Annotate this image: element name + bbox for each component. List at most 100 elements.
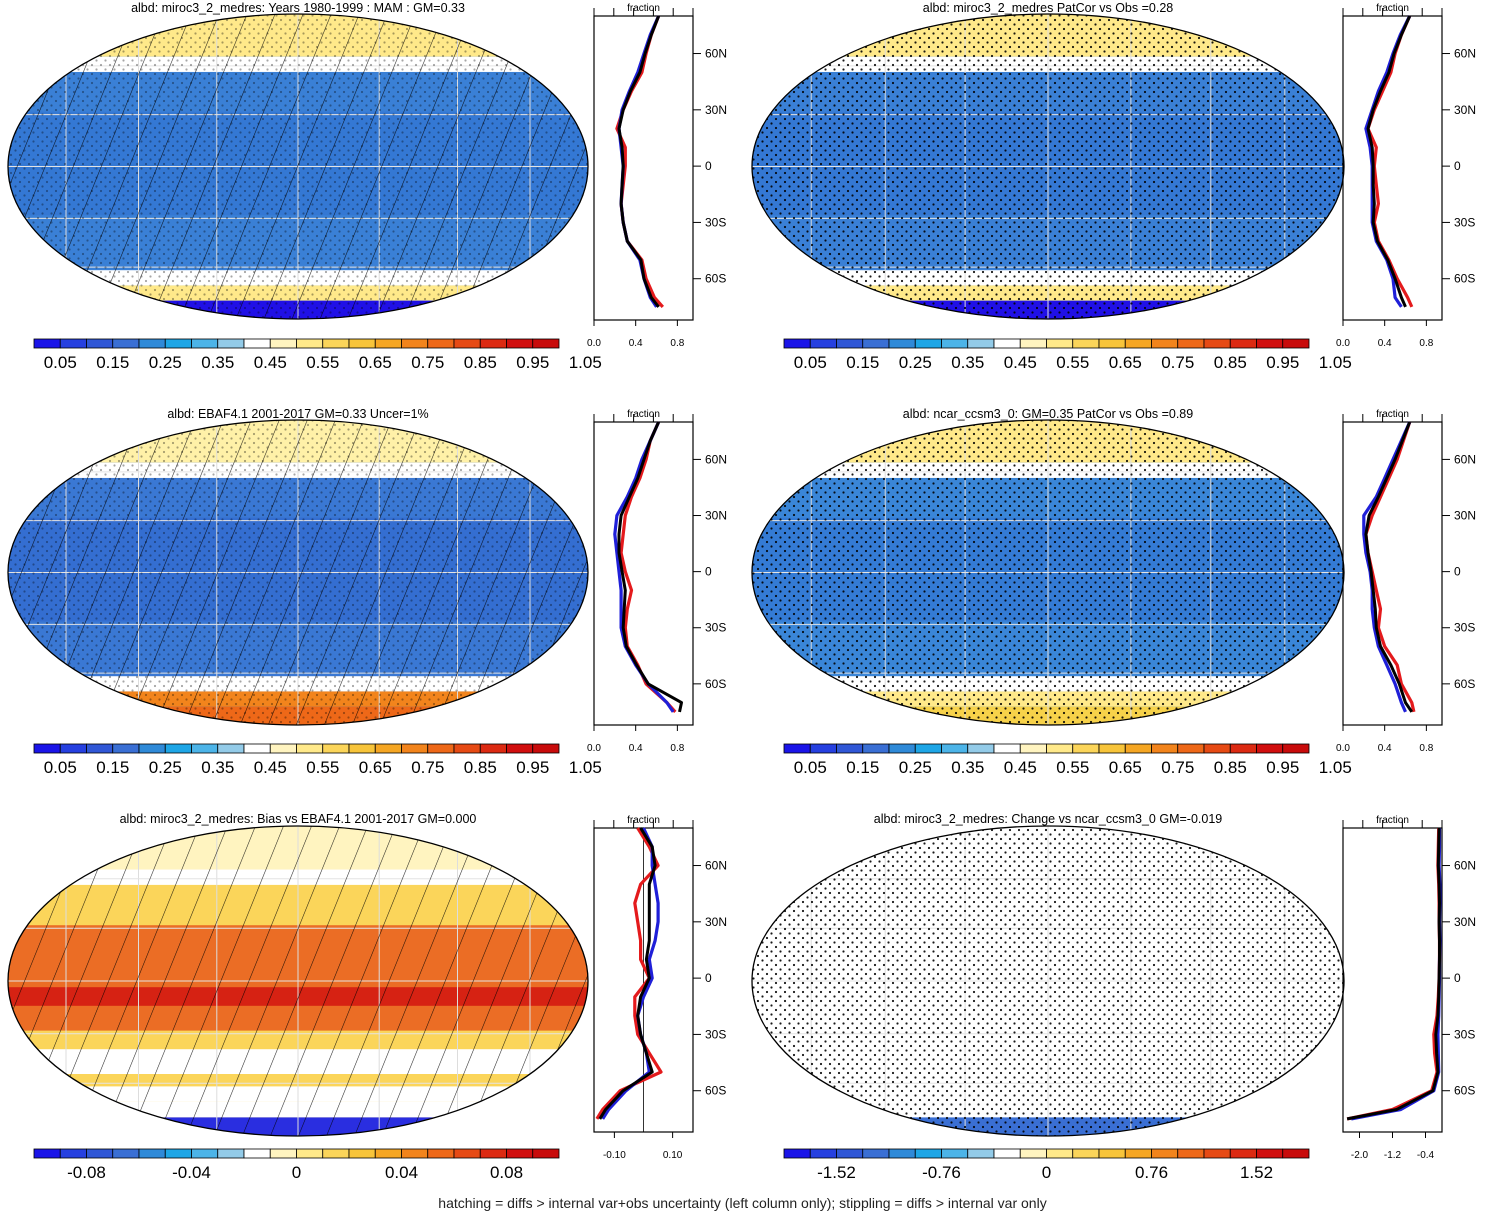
- colorbar-label: 0.35: [951, 758, 984, 777]
- colorbar-box: [1072, 338, 1100, 349]
- colorbar-box: [1098, 338, 1126, 349]
- lat-tick-label: 30S: [1454, 215, 1475, 229]
- colorbar-box: [1256, 1148, 1284, 1159]
- colorbar-label: 1.05: [569, 353, 602, 372]
- x-tick-label: 0.0: [1336, 743, 1350, 754]
- colorbar-label: 0.75: [411, 758, 444, 777]
- colorbar-label: 0.55: [306, 758, 339, 777]
- lat-tick-label: 60N: [1454, 47, 1476, 61]
- colorbar-label: 0.95: [1266, 353, 1299, 372]
- zonal-plot-header: fraction: [1376, 409, 1409, 420]
- lat-tick-label: 0: [1454, 159, 1461, 173]
- colorbar-label: 0.05: [794, 758, 827, 777]
- colorbar-box: [269, 1148, 297, 1159]
- x-tick-label: 0.10: [663, 1150, 683, 1161]
- zonal-series-line: [1346, 827, 1442, 1121]
- colorbar-box: [1124, 743, 1152, 754]
- colorbar-box: [809, 1148, 837, 1159]
- colorbar-label: 0.15: [96, 353, 129, 372]
- panel-title: albd: miroc3_2_medres: Years 1980-1999 :…: [131, 1, 465, 15]
- colorbar-box: [453, 338, 481, 349]
- zonal-plot-frame: [593, 15, 694, 321]
- colorbar-box: [809, 338, 837, 349]
- colorbar-box: [138, 1148, 166, 1159]
- map-outline: [751, 825, 1345, 1137]
- zonal-plot-header: fraction: [627, 409, 660, 420]
- zonal-plot-frame: [1342, 421, 1443, 726]
- colorbar-box: [1046, 338, 1074, 349]
- colorbar-box: [401, 338, 429, 349]
- colorbar-box: [348, 1148, 376, 1159]
- colorbar-box: [86, 743, 114, 754]
- colorbar-box: [453, 1148, 481, 1159]
- colorbar-label: 0.95: [516, 353, 549, 372]
- zonal-mean-plot: fraction 60N 30N 0 30S 60S 0.0 0.4 0.8: [587, 409, 727, 754]
- colorbar-box: [1098, 743, 1126, 754]
- zonal-series-line: [1346, 827, 1441, 1121]
- lat-tick-label: 60N: [1454, 452, 1476, 466]
- lat-tick-label: 30S: [705, 1027, 726, 1041]
- map-field: [752, 14, 1344, 319]
- colorbar-label: 0: [1042, 1163, 1051, 1182]
- panel-title: albd: miroc3_2_medres: Change vs ncar_cc…: [874, 812, 1222, 826]
- lat-tick-label: 60S: [705, 677, 726, 691]
- colorbar-box: [1072, 743, 1100, 754]
- colorbar-box: [59, 338, 87, 349]
- colorbar-label: 0.15: [846, 758, 879, 777]
- colorbar-box: [506, 743, 534, 754]
- zonal-mean-plot: fraction 60N 30N 0 30S 60S 0.0 0.4 0.8: [1336, 3, 1476, 349]
- colorbar-box: [191, 743, 219, 754]
- colorbar: -1.52 -0.76 0 0.76 1.52: [783, 1148, 1310, 1182]
- map-field: [752, 420, 1344, 725]
- colorbar-box: [941, 338, 969, 349]
- lat-tick-label: 30N: [1454, 509, 1476, 523]
- panel-title: albd: ncar_ccsm3_0: GM=0.35 PatCor vs Ob…: [903, 407, 1193, 421]
- colorbar-box: [1177, 743, 1205, 754]
- colorbar-label: 0.45: [254, 353, 287, 372]
- colorbar: -0.08 -0.04 0 0.04 0.08: [33, 1148, 560, 1182]
- panel-2: albd: miroc3_2_medres PatCor vs Obs =0.2…: [751, 1, 1476, 372]
- colorbar: 0.05 0.15 0.25 0.35 0.45 0.55 0.65 0.75 0.85 0.95…: [33, 338, 602, 372]
- zonal-plot-header: fraction: [1376, 815, 1409, 826]
- x-tick-label: -2.0: [1351, 1150, 1369, 1161]
- colorbar-box: [59, 1148, 87, 1159]
- colorbar-box: [296, 338, 324, 349]
- colorbar-label: 0.25: [149, 353, 182, 372]
- colorbar-box: [1151, 1148, 1179, 1159]
- colorbar-box: [164, 338, 192, 349]
- lat-tick-label: 60N: [705, 47, 727, 61]
- lat-tick-label: 30S: [705, 621, 726, 635]
- zonal-mean-plot: fraction 60N 30N 0 30S 60S 0.0 0.4 0.8: [1336, 409, 1476, 754]
- colorbar-box: [427, 1148, 455, 1159]
- colorbar-label: 0.35: [951, 353, 984, 372]
- colorbar-label: 0.05: [44, 353, 77, 372]
- colorbar-box: [993, 1148, 1021, 1159]
- zonal-mean-plot: fraction 60N 30N 0 30S 60S -0.10 0.10: [593, 815, 727, 1161]
- x-tick-label: -0.4: [1417, 1150, 1435, 1161]
- colorbar-label: 0.35: [201, 758, 234, 777]
- colorbar-box: [1203, 743, 1231, 754]
- colorbar-label: 0.04: [385, 1163, 418, 1182]
- colorbar-box: [1229, 1148, 1257, 1159]
- colorbar-box: [112, 338, 140, 349]
- zonal-series-line: [1351, 828, 1442, 1121]
- colorbar-box: [993, 743, 1021, 754]
- lat-tick-label: 60S: [1454, 677, 1475, 691]
- x-tick-label: 0.0: [1336, 338, 1350, 349]
- colorbar-label: 0.85: [464, 353, 497, 372]
- colorbar-box: [243, 1148, 271, 1159]
- colorbar-box: [1019, 1148, 1047, 1159]
- colorbar-box: [243, 338, 271, 349]
- colorbar-box: [374, 338, 402, 349]
- colorbar-box: [191, 1148, 219, 1159]
- colorbar-box: [479, 338, 507, 349]
- colorbar-box: [941, 743, 969, 754]
- colorbar-box: [1072, 1148, 1100, 1159]
- colorbar-label: 0.65: [359, 758, 392, 777]
- colorbar-box: [374, 743, 402, 754]
- colorbar-box: [783, 338, 811, 349]
- colorbar-label: 0.25: [899, 353, 932, 372]
- map-field: [8, 14, 588, 319]
- colorbar-box: [1177, 338, 1205, 349]
- map-field: [8, 420, 588, 725]
